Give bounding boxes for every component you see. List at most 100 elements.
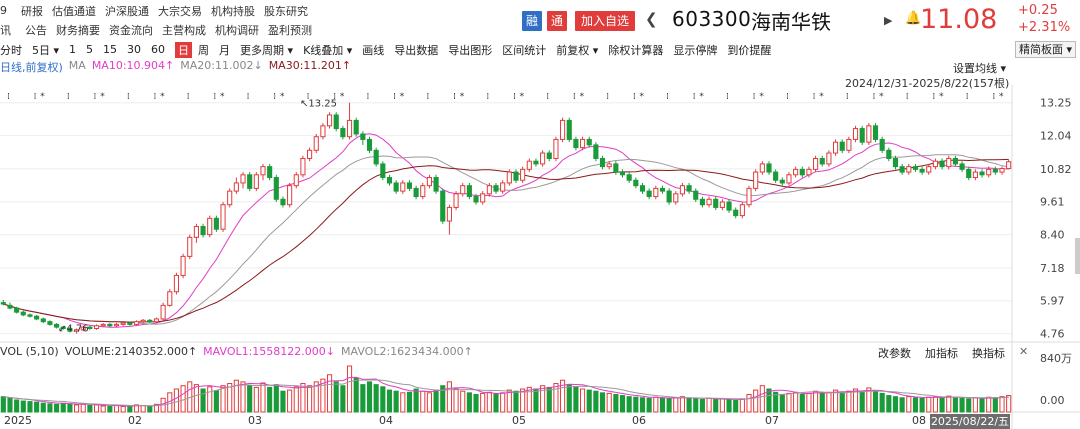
candle-body <box>87 326 93 329</box>
toolbar-item[interactable]: 5日 ▾ <box>32 43 60 57</box>
nav-item[interactable]: 资金流向 <box>109 23 153 37</box>
volume-bar <box>100 405 106 413</box>
volume-bar <box>360 384 366 413</box>
toolbar-item[interactable]: 导出图形 <box>448 43 493 57</box>
candle-body <box>333 114 339 130</box>
nav-item[interactable]: 股东研究 <box>264 4 308 18</box>
candle-body <box>406 182 413 189</box>
nav-item[interactable]: 研报 <box>21 4 43 18</box>
candle-body <box>972 171 978 179</box>
price-tick: 8.40 <box>1040 229 1065 242</box>
set-ma-dropdown[interactable]: 设置均线 ▾ <box>953 62 1007 75</box>
nav-item[interactable]: 估值通道 <box>52 4 96 18</box>
prev-stock-icon[interactable]: ❮ <box>645 10 658 28</box>
event-marker: ⁞ <box>786 92 789 102</box>
candle-body <box>440 190 446 222</box>
panel-collapse-handle[interactable] <box>1075 238 1080 274</box>
toolbar-item[interactable]: 更多周期 ▾ <box>240 43 294 57</box>
event-marker: * <box>100 92 105 102</box>
event-marker: ⁞ <box>573 92 576 102</box>
candle-body <box>307 149 313 159</box>
toolbar-item[interactable]: 除权计算器 <box>608 43 664 57</box>
candle-body <box>546 152 552 159</box>
toolbar-item[interactable]: 30 <box>127 43 142 56</box>
bell-icon[interactable]: 🔔 <box>905 11 922 26</box>
candle-body <box>346 119 353 138</box>
candle-body <box>366 138 373 151</box>
volume-bar <box>500 392 506 413</box>
edit-params-button[interactable]: 改参数 <box>878 347 911 360</box>
next-stock-icon[interactable]: ▶ <box>884 14 893 27</box>
close-icon[interactable]: ✕ <box>1019 345 1029 358</box>
toolbar-item[interactable]: 60 <box>151 43 166 56</box>
toolbar-item[interactable]: 到价提醒 <box>727 43 772 57</box>
ma30-value: MA30:11.201↑ <box>268 59 352 72</box>
toolbar-item[interactable]: 日 <box>175 41 193 58</box>
volume-bar <box>839 391 845 413</box>
candle-body <box>353 119 359 135</box>
nav-item[interactable]: 机构调研 <box>215 23 259 37</box>
volume-bar <box>846 390 852 413</box>
toolbar-item[interactable]: 月 <box>219 43 231 57</box>
toolbar-item[interactable]: 分时 <box>0 43 22 57</box>
toolbar-item[interactable]: 区间统计 <box>502 43 547 57</box>
compact-panel-dropdown[interactable]: 精简板面 ▾ <box>1014 41 1076 58</box>
nav-item[interactable]: 机构持股 <box>211 4 255 18</box>
nav-item[interactable]: 大宗交易 <box>158 4 202 18</box>
candle-body <box>992 168 998 173</box>
event-marker: * <box>520 92 525 102</box>
toolbar-item[interactable]: 前复权 ▾ <box>556 43 599 57</box>
volume-bar <box>693 398 699 413</box>
candle-body <box>892 157 899 168</box>
nav-item[interactable]: 讯 <box>0 23 11 37</box>
event-marker: * <box>639 92 644 102</box>
event-marker: * <box>280 92 285 102</box>
nav-item[interactable]: 财务摘要 <box>56 23 100 37</box>
period-label: 日线,前复权) <box>0 61 63 74</box>
candle-body <box>54 323 60 328</box>
volume-bar <box>440 385 446 413</box>
toolbar-item[interactable]: 显示停牌 <box>673 43 718 57</box>
toolbar-item[interactable]: 导出数据 <box>394 43 439 57</box>
candle-body <box>466 185 472 198</box>
add-watchlist-button[interactable]: 加入自选 <box>575 11 635 31</box>
ma20-value: MA20:11.002↓ <box>180 59 263 72</box>
volume-bar <box>520 388 526 413</box>
event-marker: ⁞ <box>94 92 97 102</box>
date-label: 08 <box>912 414 926 427</box>
nav-item[interactable]: 9 <box>0 4 7 17</box>
volume-bar <box>420 390 426 413</box>
candle-body <box>360 133 366 140</box>
volume-bar <box>819 392 825 413</box>
candle-body <box>220 204 226 230</box>
candle-body <box>233 182 239 192</box>
nav-item[interactable]: 公告 <box>25 23 47 37</box>
ma10-value: MA10:10.904↑ <box>91 59 175 72</box>
toolbar-item[interactable]: 5 <box>86 43 94 56</box>
candle-body <box>280 198 286 206</box>
event-marker: ⁞ <box>273 92 276 102</box>
candle-body <box>626 174 632 181</box>
nav-item[interactable]: 主营构成 <box>162 23 206 37</box>
event-marker: ⁞ <box>333 92 336 102</box>
volume-bar <box>713 398 719 413</box>
vol-mavol2: MAVOL2:1623434.000↑ <box>341 345 473 358</box>
toolbar-item[interactable]: K线叠加 ▾ <box>303 43 353 57</box>
candle-body <box>313 136 319 151</box>
toolbar-item[interactable]: 1 <box>69 43 77 56</box>
volume-bar <box>833 389 839 413</box>
candle-body <box>80 326 86 331</box>
toolbar-item[interactable]: 15 <box>103 43 118 56</box>
toolbar-item[interactable]: 画线 <box>362 43 385 57</box>
add-indicator-button[interactable]: 加指标 <box>925 347 958 360</box>
toolbar-item[interactable]: 周 <box>198 43 210 57</box>
nav-item[interactable]: 沪深股通 <box>105 4 149 18</box>
change-indicator-button[interactable]: 换指标 <box>972 347 1005 360</box>
candle-body <box>613 163 619 173</box>
volume-buttons: 改参数 加指标 换指标 ✕ <box>878 345 1042 361</box>
date-label: 07 <box>765 414 779 427</box>
candle-body <box>193 225 199 238</box>
nav-item[interactable]: 盈利预测 <box>268 23 312 37</box>
volume-bar <box>679 396 685 413</box>
